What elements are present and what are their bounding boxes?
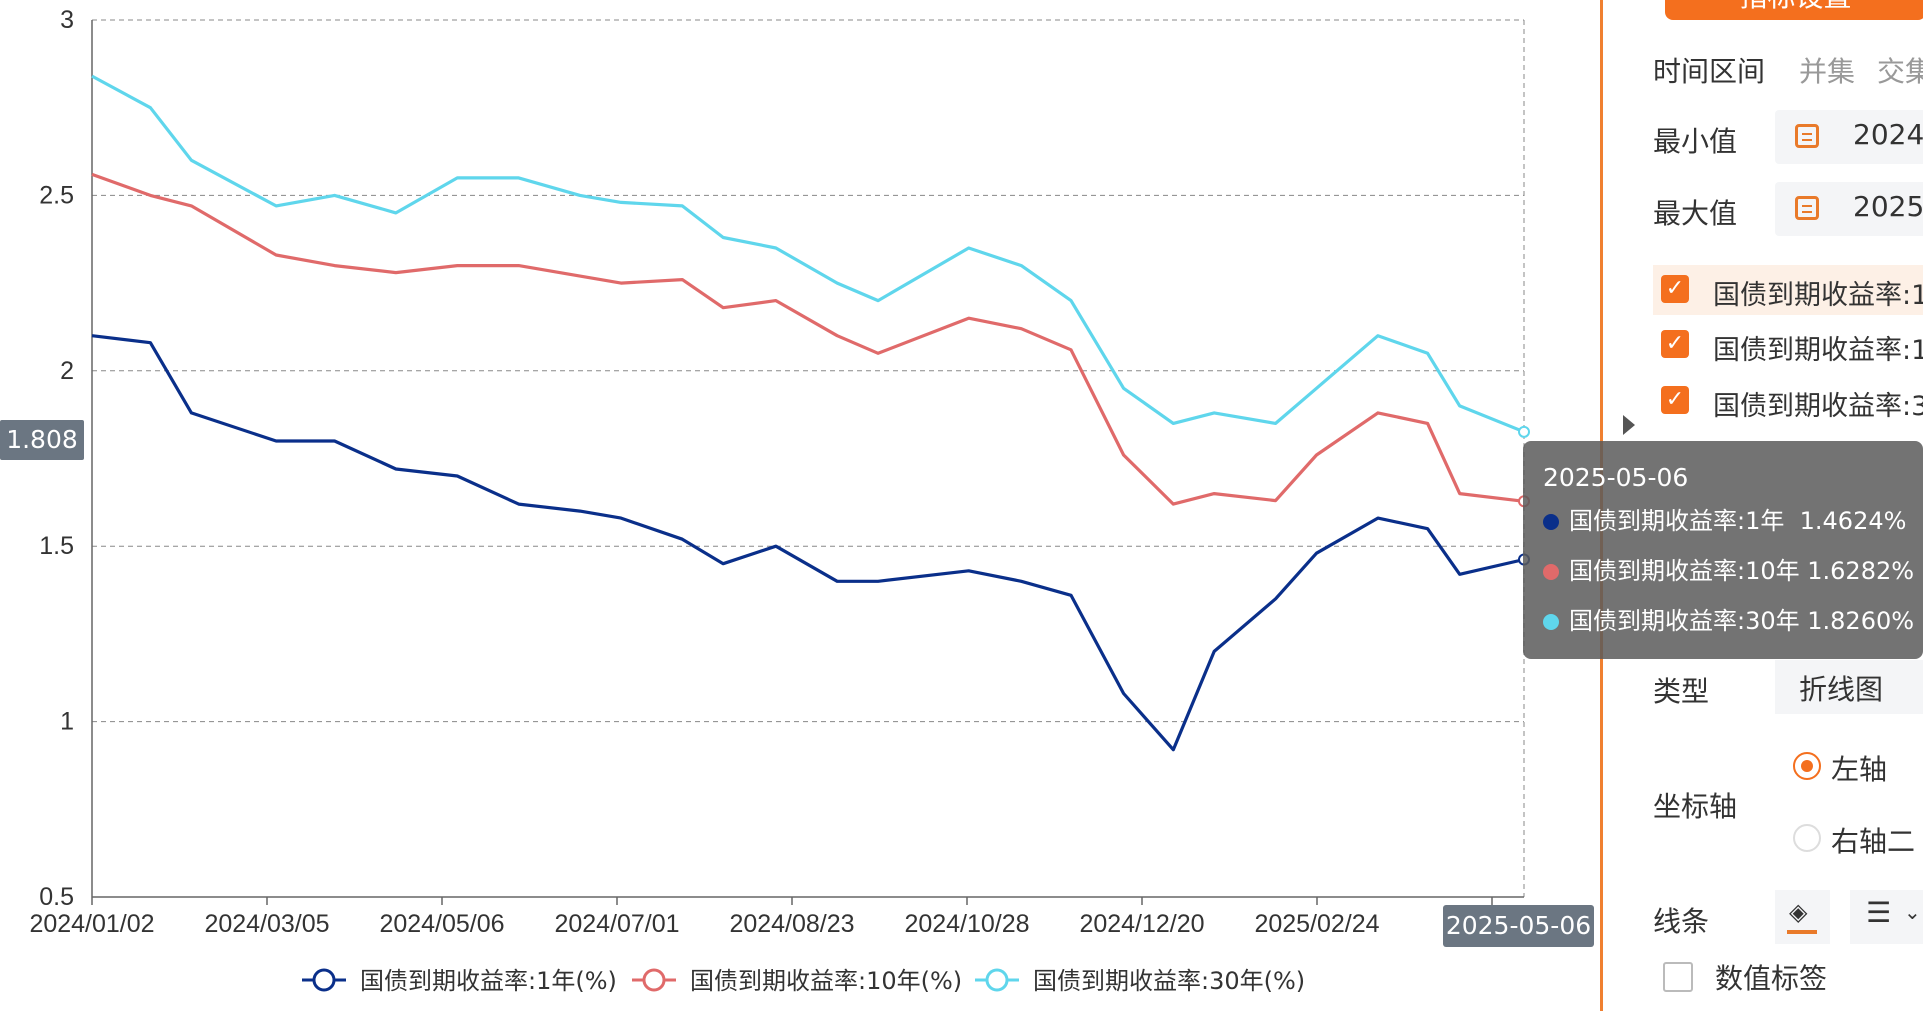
chart-legend[interactable]: 国债到期收益率:1年(%) 国债到期收益率:10年(%) 国债到期收益率:30年(%…	[302, 967, 1305, 995]
max-date-field[interactable]: 2025-	[1775, 182, 1923, 236]
tooltip-row: 国债到期收益率:10年 1.6282%	[1543, 551, 1914, 586]
calendar-icon	[1795, 196, 1819, 220]
tooltip-value: 1.4624%	[1799, 507, 1907, 535]
series-line	[91, 172, 1525, 506]
tooltip-value: 1.6282%	[1807, 557, 1915, 585]
line-color-button[interactable]: ◈	[1775, 890, 1830, 944]
series-item-label: 国债到期收益率:1	[1713, 280, 1923, 311]
legend-marker-icon	[312, 968, 336, 992]
series-dot-icon	[1543, 614, 1559, 630]
value-label-checkbox[interactable]	[1663, 962, 1693, 992]
x-tick-label: 2024/10/28	[904, 910, 1029, 938]
y-tick-label: 3	[60, 6, 74, 34]
x-tick-label: 2024/01/02	[29, 910, 154, 938]
right-axis-label: 右轴二	[1831, 825, 1916, 858]
x-tick-label: 2024/12/20	[1079, 910, 1204, 938]
intersect-option[interactable]: 交集	[1877, 55, 1923, 88]
type-value: 折线图	[1799, 673, 1884, 706]
type-select[interactable]: 折线图	[1775, 660, 1923, 714]
tooltip-label: 国债到期收益率:30年	[1569, 607, 1800, 635]
legend-marker-icon	[642, 968, 666, 992]
y-tick-label: 2.5	[39, 181, 74, 209]
grid-lines	[92, 19, 1525, 897]
series-item-3[interactable]: ✓ 国债到期收益率:3	[1653, 376, 1923, 426]
series-dot-icon	[1543, 514, 1559, 530]
crosshair-x-label: 2025-05-06	[1443, 905, 1594, 947]
color-swatch	[1787, 930, 1817, 934]
series-lines	[91, 74, 1530, 752]
line-label: 线条	[1653, 905, 1710, 938]
series-item-label: 国债到期收益率:1	[1713, 335, 1923, 366]
tooltip-row: 国债到期收益率:1年 1.4624%	[1543, 501, 1906, 536]
series-line	[91, 334, 1525, 752]
checkbox-checked-icon[interactable]: ✓	[1661, 386, 1689, 414]
left-axis-label: 左轴	[1831, 753, 1888, 786]
type-label: 类型	[1653, 675, 1710, 708]
tooltip-value: 1.8260%	[1807, 607, 1915, 635]
series-line	[91, 74, 1525, 434]
y-axis: 0.5 1 1.5 2 2.5 3	[39, 6, 93, 911]
right-axis-radio[interactable]	[1793, 824, 1821, 852]
chart-tooltip: 2025-05-06 国债到期收益率:1年 1.4624% 国债到期收益率:10…	[1523, 441, 1923, 659]
indicator-settings-button[interactable]: 指标设置	[1665, 0, 1923, 20]
left-axis-radio[interactable]	[1793, 752, 1821, 780]
series-item-label: 国债到期收益率:3	[1713, 391, 1923, 422]
x-axis: 2024/01/02 2024/03/05 2024/05/06 2024/07/01…	[29, 896, 1524, 938]
max-date-value: 2025-	[1853, 190, 1923, 223]
paint-bucket-icon: ◈	[1789, 898, 1808, 926]
y-tick-label: 2	[60, 357, 74, 385]
y-tick-label: 1	[60, 708, 74, 736]
min-date-field[interactable]: 2024-	[1775, 110, 1923, 164]
max-label: 最大值	[1653, 197, 1738, 230]
tooltip-label: 国债到期收益率:1年	[1569, 507, 1785, 535]
x-tick-label: 2024/08/23	[729, 910, 854, 938]
legend-label: 国债到期收益率:30年(%)	[1033, 967, 1305, 995]
line-chart: 0.5 1 1.5 2 2.5 3 2024/01/02 2024/03/05 2024/05…	[29, 6, 1530, 995]
min-date-value: 2024-	[1853, 118, 1923, 151]
y-tick-label: 1.5	[39, 532, 74, 560]
legend-label: 国债到期收益率:10年(%)	[690, 967, 962, 995]
series-dot-icon	[1543, 564, 1559, 580]
tooltip-date: 2025-05-06	[1543, 463, 1689, 492]
line-style-button[interactable]: ☰ ⌄	[1850, 890, 1923, 944]
legend-marker-icon	[985, 968, 1009, 992]
union-option[interactable]: 并集	[1799, 55, 1856, 88]
chevron-down-icon: ⌄	[1904, 900, 1921, 924]
x-tick-label: 2024/03/05	[204, 910, 329, 938]
series-item-1[interactable]: ✓ 国债到期收益率:1	[1653, 265, 1923, 315]
x-tick-label: 2024/07/01	[554, 910, 679, 938]
menu-icon: ☰	[1866, 896, 1892, 929]
collapse-arrow-icon[interactable]	[1623, 415, 1635, 435]
crosshair-y-label: 1.808	[0, 420, 84, 460]
axis-label: 坐标轴	[1653, 790, 1738, 823]
x-tick-label: 2024/05/06	[379, 910, 504, 938]
tooltip-label: 国债到期收益率:10年	[1569, 557, 1800, 585]
value-label-text: 数值标签	[1715, 962, 1828, 995]
legend-label: 国债到期收益率:1年(%)	[360, 967, 617, 995]
series-end-point	[1518, 425, 1530, 438]
calendar-icon	[1795, 124, 1819, 148]
checkbox-checked-icon[interactable]: ✓	[1661, 275, 1689, 303]
min-label: 最小值	[1653, 125, 1738, 158]
tooltip-row: 国债到期收益率:30年 1.8260%	[1543, 601, 1914, 636]
x-tick-label: 2025/02/24	[1254, 910, 1379, 938]
y-tick-label: 0.5	[39, 883, 74, 911]
checkbox-checked-icon[interactable]: ✓	[1661, 330, 1689, 358]
series-item-2[interactable]: ✓ 国债到期收益率:1	[1653, 320, 1923, 370]
time-range-label: 时间区间	[1653, 55, 1766, 88]
